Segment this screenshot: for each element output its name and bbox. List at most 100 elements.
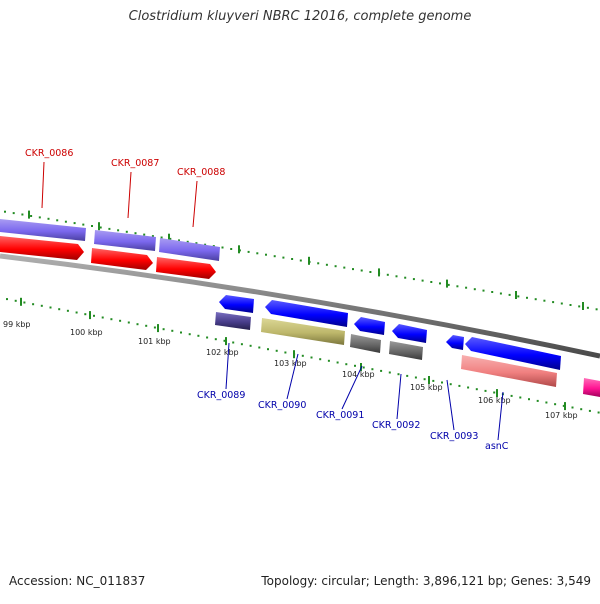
inner-minor-tick bbox=[493, 391, 496, 394]
inner-minor-tick bbox=[536, 399, 539, 402]
gene-feature-slate[interactable] bbox=[215, 312, 251, 330]
gene-feature-salmon[interactable] bbox=[461, 355, 557, 387]
inner-minor-tick bbox=[554, 403, 557, 406]
reverse-gene-label[interactable]: CKR_0090 bbox=[258, 400, 306, 411]
outer-minor-tick bbox=[534, 298, 537, 301]
inner-minor-tick bbox=[110, 318, 113, 321]
outer-minor-tick bbox=[473, 288, 476, 291]
forward-gene-label[interactable]: CKR_0087 bbox=[111, 158, 159, 169]
outer-minor-tick bbox=[465, 286, 468, 289]
inner-minor-tick bbox=[40, 304, 43, 307]
gene-label-leader bbox=[497, 391, 504, 441]
outer-minor-tick bbox=[404, 276, 407, 279]
inner-minor-tick bbox=[423, 378, 426, 381]
inner-minor-tick bbox=[458, 384, 461, 387]
outer-minor-tick bbox=[560, 302, 563, 305]
outer-major-tick bbox=[98, 222, 100, 231]
outer-major-tick bbox=[28, 210, 30, 219]
gene-feature-magenta[interactable] bbox=[583, 378, 600, 397]
reverse-gene-label[interactable]: CKR_0089 bbox=[197, 390, 245, 401]
inner-minor-tick bbox=[388, 371, 391, 374]
outer-minor-tick bbox=[38, 216, 41, 219]
inner-minor-tick bbox=[214, 338, 217, 341]
gene-feature-lavender-1[interactable] bbox=[0, 219, 86, 241]
outer-minor-tick bbox=[386, 273, 389, 276]
kbp-label: 107 kbp bbox=[545, 411, 578, 420]
inner-minor-tick bbox=[127, 321, 130, 324]
inner-major-tick bbox=[564, 402, 566, 411]
inner-major-tick bbox=[157, 324, 159, 333]
inner-minor-tick bbox=[49, 306, 52, 309]
gene-label-leader bbox=[127, 171, 132, 219]
gene-arrow-ckr-0086[interactable] bbox=[0, 236, 84, 260]
gene-arrow-asnc[interactable] bbox=[465, 337, 561, 370]
accession-text: Accession: NC_011837 bbox=[9, 574, 146, 588]
gene-arrow-ckr-0092[interactable] bbox=[392, 324, 427, 343]
gene-feature-lavender-2[interactable] bbox=[94, 230, 156, 251]
gene-feature-lavender-3[interactable] bbox=[159, 238, 220, 261]
gene-arrow-ckr-0090[interactable] bbox=[265, 300, 348, 327]
reverse-gene-label[interactable]: asnC bbox=[485, 441, 509, 452]
inner-minor-tick bbox=[75, 311, 78, 314]
inner-minor-tick bbox=[528, 398, 530, 401]
gene-feature-gray-1[interactable] bbox=[350, 334, 381, 353]
inner-minor-tick bbox=[319, 358, 322, 361]
kbp-label: 101 kbp bbox=[138, 337, 171, 346]
inner-minor-tick bbox=[310, 356, 313, 359]
gene-label-leader bbox=[225, 342, 230, 390]
outer-minor-tick bbox=[230, 248, 233, 250]
outer-minor-tick bbox=[125, 230, 128, 233]
gene-label-leader bbox=[446, 379, 455, 431]
inner-tick-track bbox=[6, 297, 600, 414]
forward-gene-label[interactable]: CKR_0088 bbox=[177, 167, 225, 178]
outer-minor-tick bbox=[64, 220, 67, 223]
outer-minor-tick bbox=[221, 246, 224, 249]
inner-minor-tick bbox=[345, 363, 348, 366]
outer-tick-track bbox=[4, 210, 598, 311]
gene-arrow-ckr-0093[interactable] bbox=[446, 335, 464, 350]
gene-feature-khaki[interactable] bbox=[261, 318, 345, 345]
inner-minor-tick bbox=[153, 326, 156, 329]
outer-minor-tick bbox=[56, 219, 59, 222]
inner-major-tick bbox=[89, 311, 91, 320]
outer-minor-tick bbox=[195, 242, 198, 245]
outer-minor-tick bbox=[343, 266, 346, 269]
outer-minor-tick bbox=[421, 279, 424, 282]
outer-minor-tick bbox=[291, 258, 294, 260]
kbp-label: 99 kbp bbox=[3, 320, 31, 329]
outer-minor-tick bbox=[482, 289, 485, 292]
outer-major-tick bbox=[515, 291, 517, 299]
inner-minor-tick bbox=[180, 331, 182, 334]
reverse-gene-label[interactable]: CKR_0092 bbox=[372, 420, 420, 431]
inner-minor-tick bbox=[171, 329, 174, 332]
forward-gene-label[interactable]: CKR_0086 bbox=[25, 148, 73, 159]
inner-minor-tick bbox=[371, 368, 374, 371]
gene-arrow-ckr-0087[interactable] bbox=[91, 248, 153, 270]
topology-text: Topology: circular; Length: 3,896,121 bp… bbox=[261, 574, 591, 588]
outer-minor-tick bbox=[360, 269, 363, 272]
outer-minor-tick bbox=[543, 299, 546, 302]
gene-feature-gray-2[interactable] bbox=[389, 341, 423, 360]
outer-minor-tick bbox=[186, 240, 189, 243]
inner-minor-tick bbox=[414, 376, 417, 379]
inner-minor-tick bbox=[562, 404, 565, 407]
reverse-gene-label[interactable]: CKR_0093 bbox=[430, 431, 478, 442]
outer-minor-tick bbox=[282, 256, 285, 259]
outer-minor-tick bbox=[169, 237, 172, 240]
inner-major-tick bbox=[428, 376, 430, 384]
inner-minor-tick bbox=[397, 373, 400, 376]
inner-minor-tick bbox=[84, 313, 87, 316]
inner-major-tick bbox=[293, 350, 295, 359]
inner-minor-tick bbox=[588, 409, 591, 412]
outer-minor-tick bbox=[456, 285, 459, 288]
gene-arrow-ckr-0088[interactable] bbox=[156, 257, 216, 279]
inner-minor-tick bbox=[23, 301, 26, 304]
outer-minor-tick bbox=[586, 306, 589, 309]
gene-arrow-ckr-0091[interactable] bbox=[354, 317, 385, 335]
outer-minor-tick bbox=[578, 305, 581, 308]
gene-arrow-ckr-0089[interactable] bbox=[219, 295, 254, 313]
inner-minor-tick bbox=[380, 369, 383, 372]
inner-minor-tick bbox=[441, 381, 443, 384]
reverse-gene-label[interactable]: CKR_0091 bbox=[316, 410, 364, 421]
kbp-label: 100 kbp bbox=[70, 328, 103, 337]
